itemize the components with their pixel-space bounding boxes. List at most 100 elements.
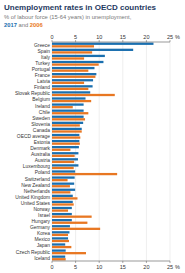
axes: 00551010151520202525%% bbox=[50, 34, 180, 271]
bar bbox=[52, 167, 74, 169]
axis-label: % bbox=[175, 34, 180, 40]
category-label: Denmark bbox=[30, 146, 50, 151]
category-label: Japan bbox=[37, 243, 51, 248]
bar bbox=[52, 103, 84, 105]
category-label: United States bbox=[21, 201, 51, 206]
category-label: Turkey bbox=[35, 61, 50, 66]
bar bbox=[52, 112, 88, 114]
bar bbox=[52, 79, 93, 81]
category-label: Czech Republic bbox=[16, 250, 51, 255]
category-label: Korea bbox=[37, 231, 50, 236]
bar bbox=[52, 249, 66, 251]
bar bbox=[52, 49, 133, 51]
bar bbox=[52, 209, 68, 211]
category-label: Germany bbox=[30, 225, 51, 230]
bar bbox=[52, 134, 79, 136]
tick-mark bbox=[52, 40, 53, 42]
bar bbox=[52, 122, 83, 124]
bar bbox=[52, 61, 103, 63]
bar bbox=[52, 63, 99, 65]
bar bbox=[52, 161, 74, 163]
bar bbox=[52, 197, 77, 199]
tick-mark bbox=[122, 261, 123, 263]
tick-mark bbox=[122, 40, 123, 42]
category-label: Israel bbox=[38, 213, 50, 218]
subtitle-text: and bbox=[17, 22, 30, 28]
bar bbox=[52, 164, 78, 166]
category-label: Austria bbox=[35, 158, 51, 163]
tick-mark bbox=[99, 40, 100, 42]
bar bbox=[52, 176, 75, 178]
title: Unemployment rates in OECD countries bbox=[4, 3, 157, 12]
bar bbox=[52, 97, 86, 99]
bar bbox=[52, 155, 75, 157]
tick-label: 0 bbox=[50, 264, 53, 270]
grid-line bbox=[122, 42, 123, 261]
tick-mark bbox=[170, 261, 171, 263]
subtitle: % of labour force (15-64 years) in unemp… bbox=[4, 14, 133, 20]
tick-mark bbox=[146, 40, 147, 42]
bar bbox=[52, 124, 80, 126]
tick-label: 25 bbox=[167, 34, 173, 40]
bar bbox=[52, 173, 117, 175]
subtitle-text: % of labour force (15-64 years) in unemp… bbox=[4, 14, 133, 20]
tick-label: 20 bbox=[143, 34, 149, 40]
bar bbox=[52, 106, 73, 108]
category-label: Netherlands bbox=[24, 189, 51, 194]
bar bbox=[52, 149, 70, 151]
category-label: Norway bbox=[33, 207, 50, 212]
bar bbox=[52, 222, 87, 224]
bar bbox=[52, 110, 84, 112]
bar bbox=[52, 136, 80, 138]
category-label: Slovenia bbox=[31, 122, 50, 127]
bar bbox=[52, 100, 91, 102]
category-label: Finland bbox=[34, 85, 50, 90]
category-label: Ireland bbox=[35, 104, 50, 109]
bar bbox=[52, 203, 74, 205]
category-label: Australia bbox=[31, 152, 50, 157]
bar bbox=[52, 183, 74, 185]
bar bbox=[52, 195, 73, 197]
legend-entry: 2017 bbox=[4, 22, 17, 28]
bar bbox=[52, 243, 65, 245]
tick-label: 25 bbox=[167, 264, 173, 270]
bar bbox=[52, 57, 84, 59]
category-labels: GreeceSpainItalyTurkeyPortugalFranceLatv… bbox=[15, 43, 51, 261]
bar bbox=[52, 43, 153, 45]
tick-label: 15 bbox=[120, 34, 126, 40]
bar bbox=[52, 88, 88, 90]
bar bbox=[52, 116, 84, 118]
bar bbox=[52, 191, 70, 193]
bar bbox=[52, 45, 94, 47]
category-label: Portugal bbox=[32, 67, 50, 72]
bar bbox=[52, 246, 71, 248]
bar bbox=[52, 85, 93, 87]
category-label: Latvia bbox=[37, 79, 50, 84]
category-label: Chile bbox=[39, 110, 50, 115]
bar bbox=[52, 94, 115, 96]
bar bbox=[52, 234, 68, 236]
bar bbox=[52, 201, 73, 203]
bar bbox=[52, 240, 69, 242]
tick-mark bbox=[170, 40, 171, 42]
bar bbox=[52, 170, 75, 172]
chart: Unemployment rates in OECD countries % of… bbox=[0, 0, 185, 273]
axis-line bbox=[52, 261, 170, 262]
category-label: Spain bbox=[37, 49, 50, 54]
bar bbox=[52, 158, 78, 160]
category-label: France bbox=[35, 73, 51, 78]
bar bbox=[52, 73, 96, 75]
bar bbox=[52, 231, 69, 233]
bar bbox=[52, 140, 79, 142]
grid-line bbox=[170, 42, 171, 261]
bars bbox=[52, 43, 153, 261]
tick-label: 0 bbox=[50, 34, 53, 40]
bar bbox=[52, 252, 86, 254]
category-label: Switzerland bbox=[25, 177, 51, 182]
bar bbox=[52, 256, 65, 258]
grid bbox=[52, 42, 170, 261]
bar bbox=[52, 213, 72, 215]
bar bbox=[52, 189, 75, 191]
legend-entry: 2006 bbox=[30, 22, 44, 28]
bar bbox=[52, 179, 68, 181]
